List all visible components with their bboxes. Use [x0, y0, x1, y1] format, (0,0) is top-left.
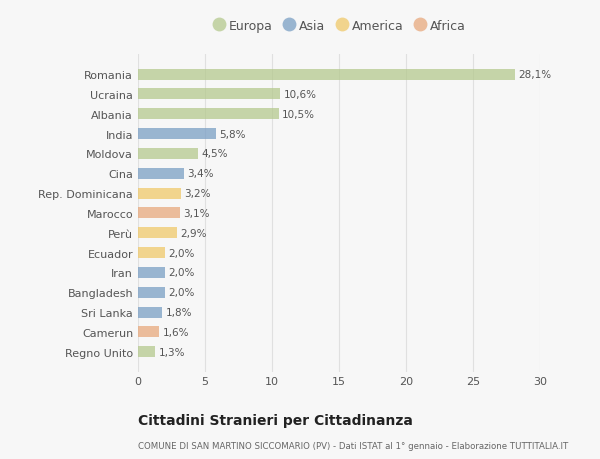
Bar: [138, 129, 216, 140]
Text: 5,8%: 5,8%: [219, 129, 245, 139]
Bar: [138, 287, 165, 298]
Text: 3,1%: 3,1%: [183, 208, 209, 218]
Bar: [138, 149, 198, 160]
Text: 10,5%: 10,5%: [282, 110, 315, 119]
Text: 3,2%: 3,2%: [184, 189, 211, 199]
Text: 4,5%: 4,5%: [202, 149, 228, 159]
Text: 3,4%: 3,4%: [187, 169, 214, 179]
Bar: [138, 168, 184, 179]
Bar: [138, 228, 177, 239]
Bar: [138, 109, 279, 120]
Bar: [138, 347, 155, 358]
Text: 2,0%: 2,0%: [168, 268, 194, 278]
Text: 28,1%: 28,1%: [518, 70, 551, 80]
Text: 2,0%: 2,0%: [168, 248, 194, 258]
Bar: [138, 208, 179, 219]
Bar: [138, 247, 165, 258]
Text: 10,6%: 10,6%: [283, 90, 316, 100]
Text: 2,0%: 2,0%: [168, 288, 194, 297]
Bar: [138, 267, 165, 278]
Text: COMUNE DI SAN MARTINO SICCOMARIO (PV) - Dati ISTAT al 1° gennaio - Elaborazione : COMUNE DI SAN MARTINO SICCOMARIO (PV) - …: [138, 441, 568, 450]
Legend: Europa, Asia, America, Africa: Europa, Asia, America, Africa: [212, 20, 466, 33]
Text: 1,3%: 1,3%: [159, 347, 185, 357]
Bar: [138, 188, 181, 199]
Text: 1,6%: 1,6%: [163, 327, 189, 337]
Text: Cittadini Stranieri per Cittadinanza: Cittadini Stranieri per Cittadinanza: [138, 413, 413, 427]
Bar: [138, 307, 162, 318]
Bar: [138, 89, 280, 100]
Bar: [138, 69, 515, 80]
Bar: [138, 327, 160, 338]
Text: 2,9%: 2,9%: [180, 228, 207, 238]
Text: 1,8%: 1,8%: [166, 308, 192, 317]
